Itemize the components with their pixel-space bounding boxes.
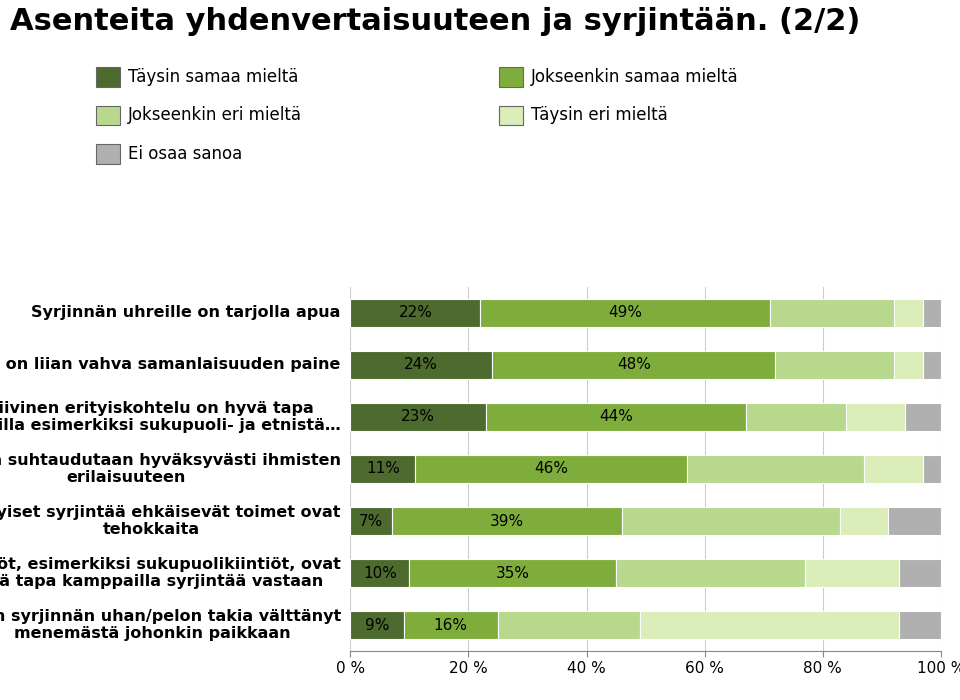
Text: Olen syrjinnän uhan/pelon takia välttänyt
menemästä johonkin paikkaan: Olen syrjinnän uhan/pelon takia välttäny… — [0, 609, 341, 641]
Bar — [486, 403, 746, 430]
Text: 24%: 24% — [404, 358, 438, 372]
Text: Ei osaa sanoa: Ei osaa sanoa — [128, 145, 242, 163]
Bar — [847, 403, 905, 430]
Text: 49%: 49% — [608, 305, 642, 321]
Text: Nykyiset syrjintää ehkäisevät toimet ovat
tehokkaita: Nykyiset syrjintää ehkäisevät toimet ova… — [0, 505, 341, 537]
Text: 22%: 22% — [398, 305, 432, 321]
Bar — [864, 456, 924, 482]
Text: 46%: 46% — [534, 461, 568, 477]
Bar — [416, 456, 687, 482]
Text: Täysin eri mieltä: Täysin eri mieltä — [531, 106, 667, 125]
Text: Asenteita yhdenvertaisuuteen ja syrjintään. (2/2): Asenteita yhdenvertaisuuteen ja syrjintä… — [10, 7, 860, 36]
Text: Suomessa suhtaudutaan hyväksyvästi ihmisten
erilaisuuteen: Suomessa suhtaudutaan hyväksyvästi ihmis… — [0, 453, 341, 485]
Bar — [492, 351, 776, 379]
Bar — [888, 508, 941, 535]
Text: 48%: 48% — [617, 358, 651, 372]
Text: Jokseenkin eri mieltä: Jokseenkin eri mieltä — [128, 106, 301, 125]
Bar — [498, 612, 639, 638]
Bar — [409, 559, 616, 587]
Text: Syrjinnän uhreille on tarjolla apua: Syrjinnän uhreille on tarjolla apua — [32, 305, 341, 321]
Bar — [616, 559, 805, 587]
Bar — [924, 300, 941, 326]
Bar — [900, 559, 941, 587]
Bar — [840, 508, 888, 535]
Bar — [905, 403, 941, 430]
Bar — [687, 456, 864, 482]
Text: 10%: 10% — [363, 566, 396, 580]
Text: Jokseenkin samaa mieltä: Jokseenkin samaa mieltä — [531, 68, 738, 86]
Text: Kiintiöt, esimerkiksi sukupuolikiintiöt, ovat
hyvä tapa kamppailla syrjintää vas: Kiintiöt, esimerkiksi sukupuolikiintiöt,… — [0, 556, 341, 589]
Bar — [924, 456, 941, 482]
Bar — [894, 351, 924, 379]
Bar — [350, 300, 480, 326]
Text: 23%: 23% — [401, 410, 435, 424]
Text: 9%: 9% — [365, 617, 389, 633]
Bar — [480, 300, 770, 326]
Text: 39%: 39% — [490, 514, 524, 528]
Bar — [770, 300, 894, 326]
Bar — [894, 300, 924, 326]
Text: 44%: 44% — [599, 410, 633, 424]
Bar — [776, 351, 894, 379]
Bar — [403, 612, 498, 638]
Bar — [805, 559, 900, 587]
Text: Positiivinen erityiskohtelu on hyvä tapa
kamppailla esimerkiksi sukupuoli- ja et: Positiivinen erityiskohtelu on hyvä tapa… — [0, 401, 341, 433]
Bar — [392, 508, 622, 535]
Bar — [350, 351, 492, 379]
Bar — [639, 612, 900, 638]
Text: 35%: 35% — [495, 566, 530, 580]
Bar — [900, 612, 941, 638]
Bar — [350, 559, 409, 587]
Bar — [746, 403, 847, 430]
Bar — [622, 508, 840, 535]
Text: Suomessa on liian vahva samanlaisuuden paine: Suomessa on liian vahva samanlaisuuden p… — [0, 358, 341, 372]
Text: 11%: 11% — [366, 461, 399, 477]
Bar — [350, 508, 392, 535]
Text: Täysin samaa mieltä: Täysin samaa mieltä — [128, 68, 298, 86]
Bar — [350, 456, 416, 482]
Text: 7%: 7% — [359, 514, 383, 528]
Bar — [350, 403, 486, 430]
Bar — [924, 351, 941, 379]
Bar — [350, 612, 403, 638]
Text: 16%: 16% — [434, 617, 468, 633]
